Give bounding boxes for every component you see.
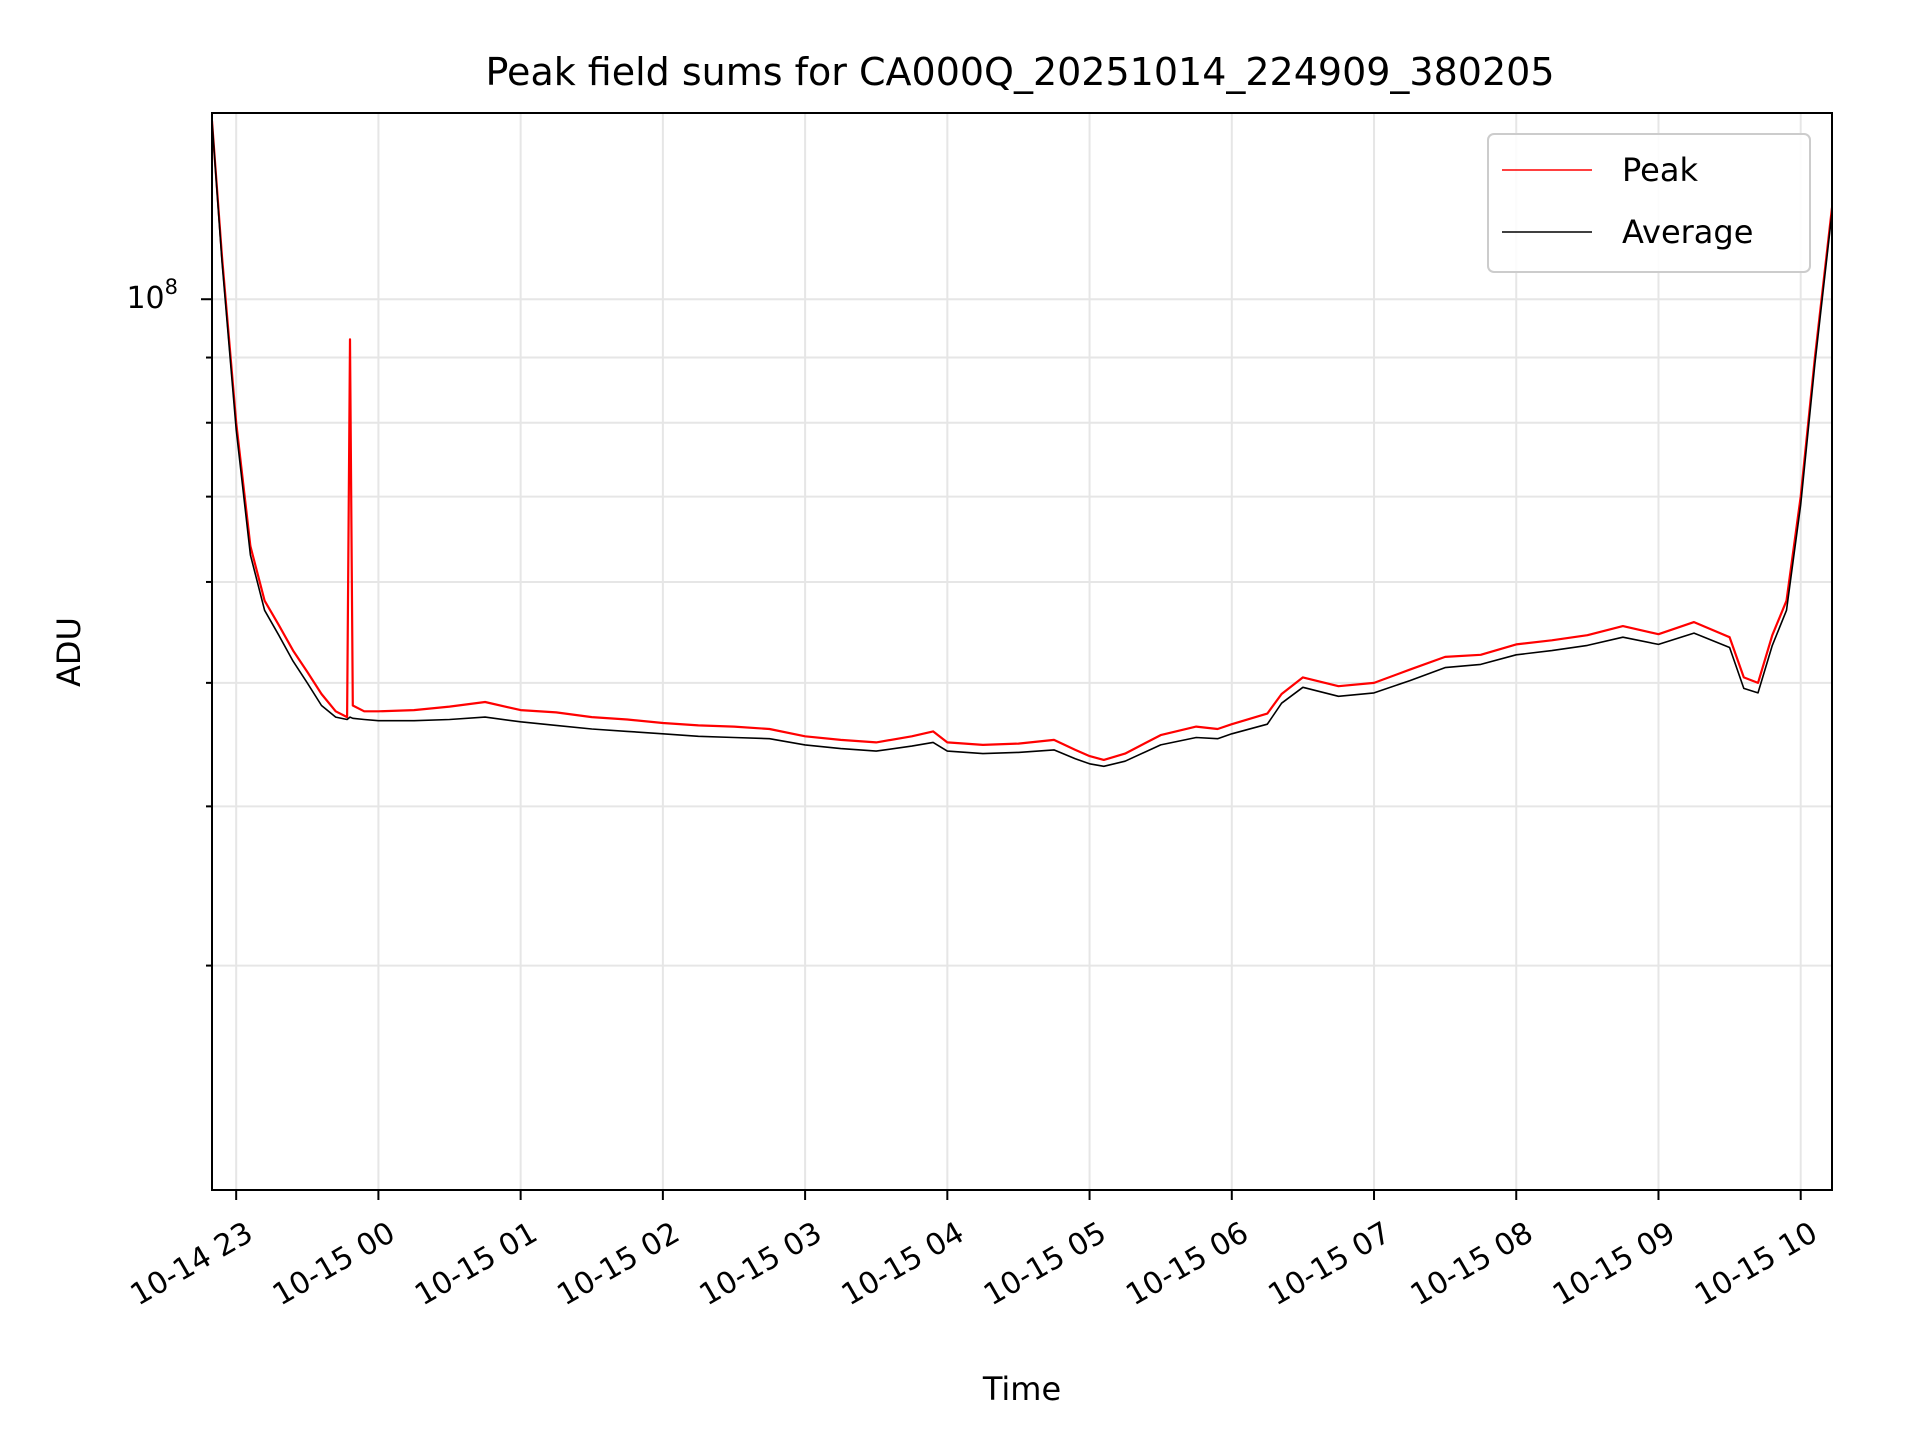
y-tick-base: 10 — [126, 281, 164, 316]
legend-label-peak: Peak — [1622, 151, 1698, 189]
x-axis-label: Time — [982, 1370, 1061, 1408]
series-line-peak — [212, 120, 1832, 762]
chart-title: Peak field sums for CA000Q_20251014_2249… — [486, 50, 1555, 94]
grid-lines — [212, 113, 1832, 1190]
legend-box — [1487, 133, 1811, 273]
series-line-average — [212, 120, 1832, 768]
legend-label-average: Average — [1622, 213, 1753, 251]
y-axis-ticks: 108 — [126, 275, 212, 967]
y-tick-label: 108 — [126, 275, 178, 316]
y-axis-label: ADU — [50, 617, 88, 687]
plot-series — [212, 120, 1832, 768]
y-tick-exponent: 8 — [165, 275, 178, 299]
legend: Peak Average — [1487, 133, 1811, 273]
plot-frame — [211, 112, 1833, 1191]
